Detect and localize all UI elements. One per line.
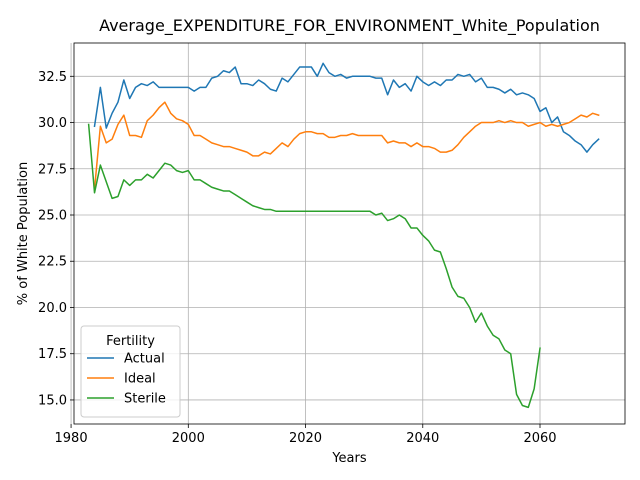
series-lines	[87, 62, 600, 409]
y-tick-label: 15.0	[38, 393, 67, 408]
y-tick-label: 17.5	[38, 347, 67, 362]
legend-box	[80, 325, 181, 418]
chart-title: Average_EXPENDITURE_FOR_ENVIRONMENT_Whit…	[99, 16, 600, 36]
x-tick-label: 2020	[289, 431, 322, 446]
plot-frame	[73, 42, 626, 425]
series-line-sterile	[87, 123, 541, 409]
legend-entries: Actual Ideal Sterile	[87, 352, 166, 407]
x-tick-label: 2060	[523, 431, 556, 446]
legend-label-ideal: Ideal	[124, 372, 156, 387]
y-tick-label: 30.0	[38, 116, 67, 131]
x-axis-label: Years	[331, 451, 367, 466]
y-tick-label: 25.0	[38, 209, 67, 224]
x-tick-label: 2000	[172, 431, 205, 446]
legend-title: Fertility	[106, 334, 155, 349]
y-tick-label: 32.5	[38, 70, 67, 85]
series-line-actual	[93, 62, 600, 153]
series-line-ideal	[93, 101, 600, 190]
legend-label-actual: Actual	[124, 352, 165, 367]
y-axis-label: % of White Population	[16, 162, 31, 305]
y-tick-label: 20.0	[38, 301, 67, 316]
axis-ticks: 1980 2000 2020 2040 2060 15.0 17.5 20.0 22.5 25.0…	[38, 70, 557, 446]
legend: Fertility Actual Ideal Sterile	[80, 325, 181, 418]
x-tick-label: 1980	[55, 431, 88, 446]
y-tick-label: 27.5	[38, 162, 67, 177]
y-tick-label: 22.5	[38, 255, 67, 270]
legend-label-sterile: Sterile	[124, 392, 166, 407]
x-tick-label: 2040	[406, 431, 439, 446]
